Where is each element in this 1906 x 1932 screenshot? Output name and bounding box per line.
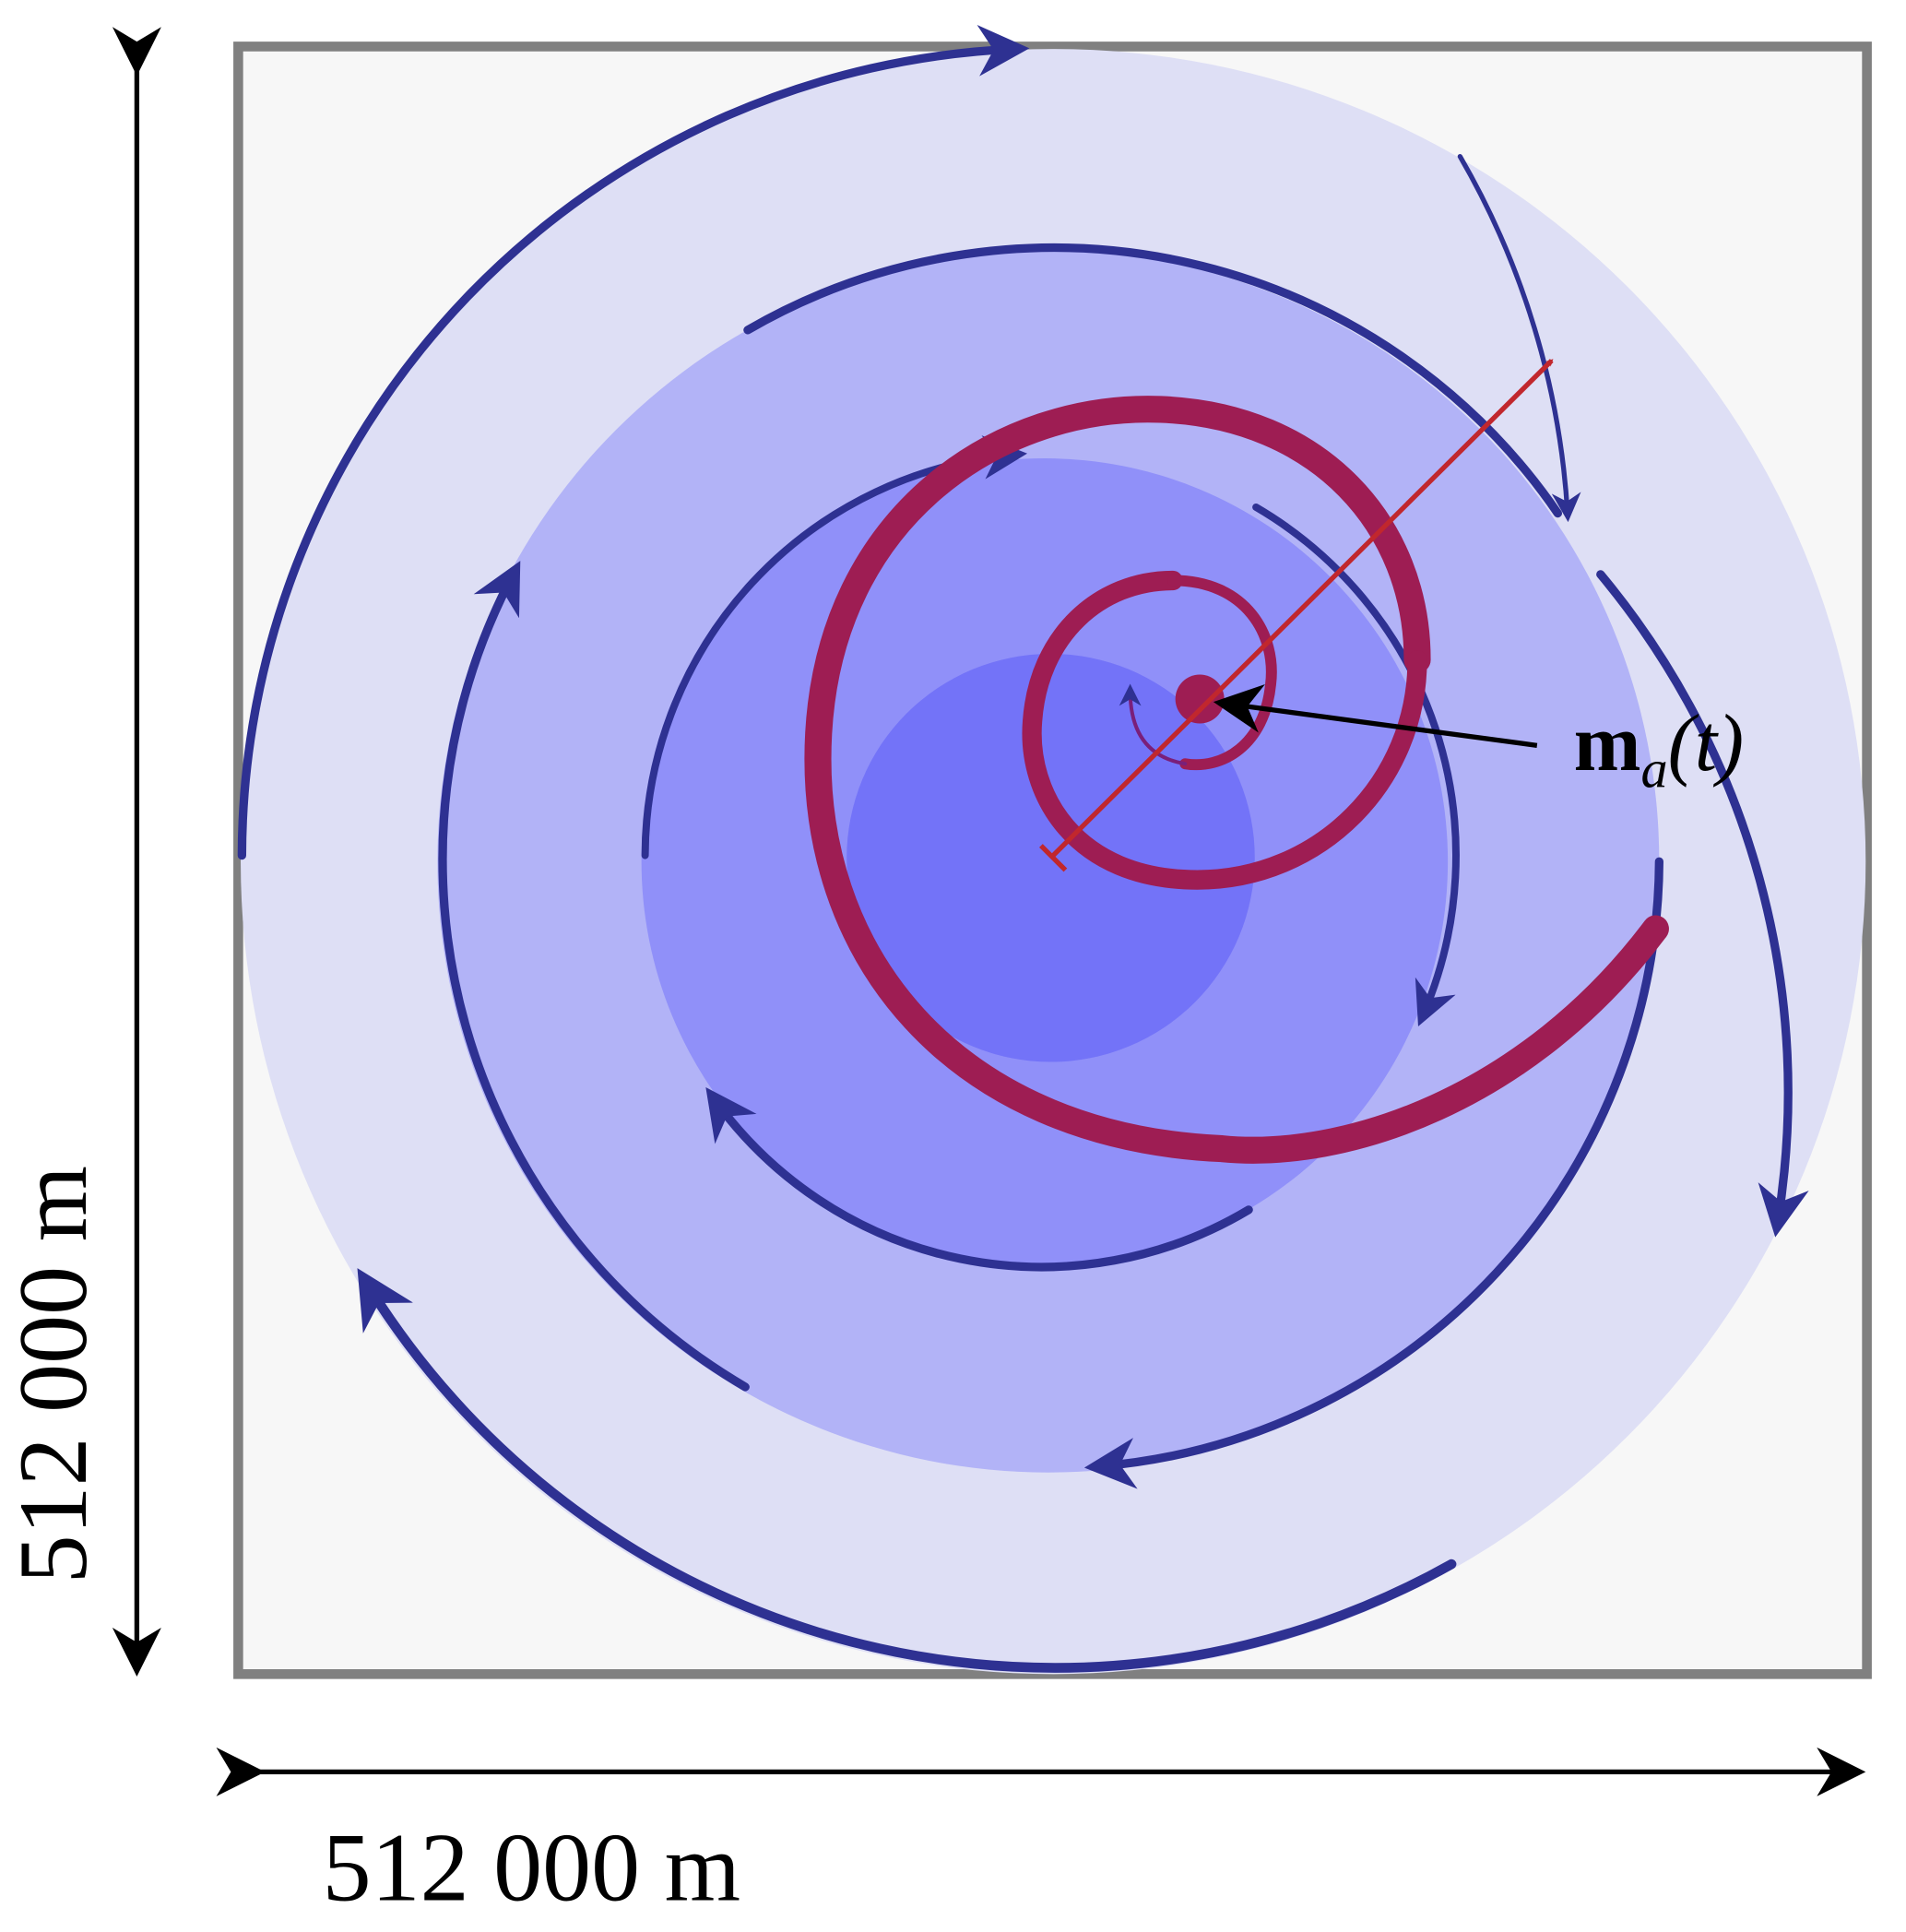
height-label: 512 000 m: [0, 1166, 107, 1583]
width-label: 512 000 m: [323, 1813, 740, 1921]
center-label: ma(t): [1574, 698, 1745, 800]
direction-arrow-base: [1039, 844, 1068, 872]
current-center: [1175, 674, 1225, 724]
trajectory-spiral: [804, 396, 1669, 1164]
label-pointer: [1213, 683, 1538, 748]
direction-arrow: [1051, 359, 1554, 858]
flow-arrows: [237, 25, 1809, 1673]
